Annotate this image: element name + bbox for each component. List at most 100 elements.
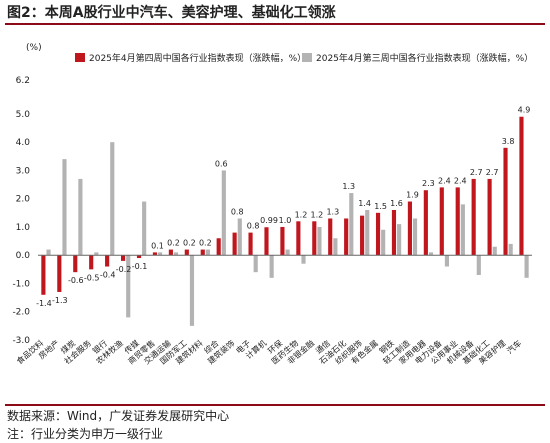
value-label: 1.4 [358,199,371,208]
y-tick-label: -3.0 [12,336,30,346]
bar-week4 [168,249,173,256]
bar-week3 [142,201,147,256]
bar-week4 [296,221,301,256]
y-tick-label: 4.0 [16,138,31,148]
value-label: 1.2 [311,210,324,219]
y-tick-label: -1.0 [12,279,30,289]
value-label: -0.1 [132,262,148,271]
value-label: 0.2 [183,239,196,248]
bar-week4 [200,249,205,256]
bar-week4 [471,178,476,256]
bar-chart: (%) 2025年4月第四周中国各行业指数表现（涨跌幅，%） 2025年4月第三… [12,43,533,366]
title-rule [5,23,545,25]
bar-week4 [344,218,349,256]
bar-week4 [280,226,285,256]
series-week4-value-labels: -1.4 -1.3-0.6 -0.5 -0.4-0.2 -0.10.1 0.2 0.2 0.2… [36,106,530,308]
value-label: -1.4 [36,299,52,308]
bar-week3 [397,224,402,256]
bar-week4 [248,232,253,256]
y-tick-label: 6.2 [16,76,30,86]
bar-week3 [78,178,83,256]
value-label: 1.3 [342,182,355,191]
chart-legend: 2025年4月第四周中国各行业指数表现（涨跌幅，%） 2025年4月第三周中国各… [75,52,533,64]
value-label: 1.9 [406,191,419,200]
legend-swatch-week4 [75,53,85,62]
value-label: 2.7 [486,168,499,177]
bar-week3 [349,193,354,256]
bar-week4 [121,255,126,261]
value-label: -0.4 [100,271,116,280]
bar-week3 [62,159,67,256]
figure-title: 图2：本周A股行业中汽车、美容护理、基础化工领涨 [7,5,336,21]
value-label: 0.8 [231,207,244,216]
y-tick-label: 1.0 [16,223,31,233]
bar-week3 [110,142,115,256]
bar-week3 [476,255,481,275]
bar-week4 [312,221,317,256]
bar-week3 [444,255,449,267]
series-week4-bars [41,116,524,295]
series-week3-bars [46,142,529,326]
value-label: 0.8 [247,222,260,231]
bar-week3 [253,255,258,273]
value-label: 1.6 [390,199,403,208]
bar-week3 [381,229,386,256]
bar-week3 [237,218,242,256]
x-tick-label: 汽车 [505,338,524,356]
bar-week4 [503,147,508,256]
bar-week3 [317,226,322,256]
bar-week4 [391,210,397,256]
value-label: 0.2 [199,239,212,248]
bar-week3 [189,255,195,326]
value-label: -0.2 [116,265,132,274]
legend-swatch-week3 [302,53,312,62]
bar-week4 [328,218,333,256]
bar-week3 [508,243,513,256]
bar-week4 [216,238,221,256]
bar-week4 [423,190,428,256]
value-label: 1.0 [279,216,292,225]
bar-week4 [360,215,365,256]
value-label: 2.4 [438,176,451,185]
bar-week3 [492,246,497,256]
y-tick-label: -2.0 [12,308,30,318]
y-axis-ticks: 6.2 5.0 4.0 3.0 2.0 1.0 0.0 -1.0 -2.0 -3.0 [12,76,30,346]
value-label: 2.7 [470,168,483,177]
bar-week3 [285,249,290,256]
value-label: 1.3 [326,207,339,216]
footer-rule [5,404,545,406]
bar-week3 [126,255,131,318]
bar-week4 [439,187,444,256]
x-axis-category-labels: 食品饮料房地产煤炭社会服务银行农林牧渔传媒商贸零售交通运输国防军工建筑材料综合建… [14,338,523,366]
bar-week3 [524,255,529,278]
bar-week4 [455,187,460,256]
bar-week3 [333,238,338,256]
legend-label-week3: 2025年4月第三周中国各行业指数表现（涨跌幅，%） [316,52,533,64]
y-tick-label: 0.0 [16,251,31,261]
footnote: 注：行业分类为申万一级行业 [7,427,164,441]
value-label: -0.6 [68,276,84,285]
bar-week4 [232,232,237,256]
bar-week4 [105,255,110,267]
y-unit-label: (%) [26,43,42,53]
value-label: 1.2 [295,210,308,219]
bar-week3 [301,255,306,264]
bar-week4 [73,255,78,273]
bar-week4 [407,201,412,256]
bar-week4 [57,255,62,292]
bar-week4 [375,212,381,256]
bar-week4 [487,178,492,256]
bar-week4 [89,255,94,270]
y-tick-label: 5.0 [16,110,31,120]
bar-week3 [428,252,434,256]
bar-week3 [46,249,51,256]
bar-week3 [365,210,370,256]
bar-week3 [221,170,226,256]
bar-week3 [94,252,99,256]
value-label: -1.3 [52,296,68,305]
bar-week4 [184,249,189,256]
value-label: 0.2 [167,239,180,248]
source-note: 数据来源：Wind，广发证券发展研究中心 [7,409,230,423]
value-label: -0.5 [84,273,100,282]
value-label: 2.4 [454,176,467,185]
